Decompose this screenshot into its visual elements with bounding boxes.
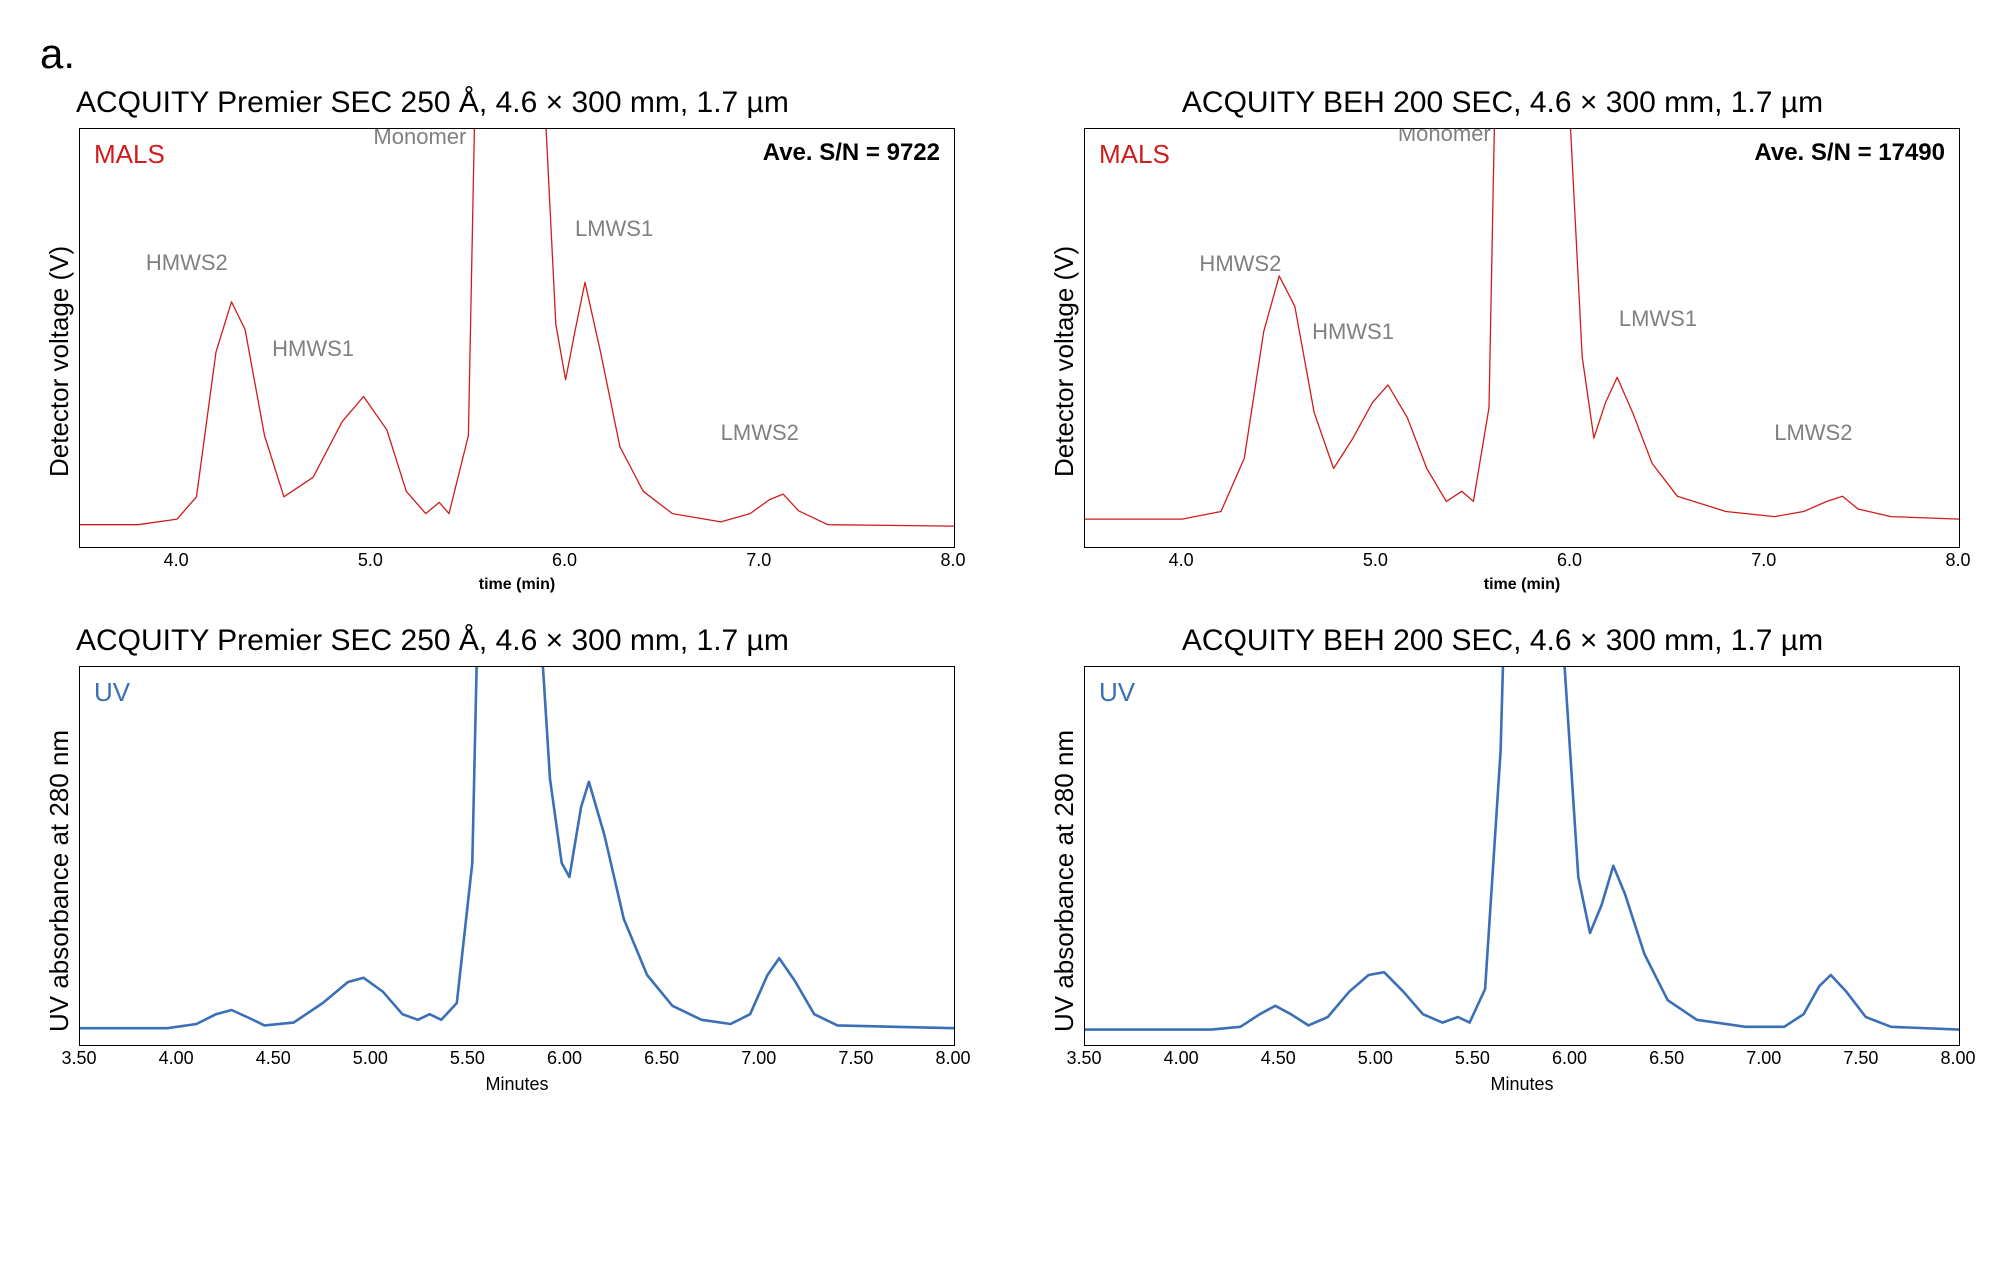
peak-label: LMWS1: [575, 216, 653, 242]
chart-bottom-right: ACQUITY BEH 200 SEC, 4.6 × 300 mm, 1.7 µ…: [1045, 624, 1960, 1095]
x-tick-label: 5.0: [1363, 550, 1388, 571]
chart-top-left: ACQUITY Premier SEC 250 Å, 4.6 × 300 mm,…: [40, 86, 955, 594]
x-tick-label: 8.00: [935, 1048, 970, 1069]
x-tick-label: 4.00: [159, 1048, 194, 1069]
x-tick-label: 6.50: [644, 1048, 679, 1069]
x-tick-label: 5.50: [450, 1048, 485, 1069]
detector-tag: UV: [94, 677, 130, 708]
x-tick-label: 5.00: [353, 1048, 388, 1069]
x-tick-label: 6.00: [1552, 1048, 1587, 1069]
x-tick-label: 5.00: [1358, 1048, 1393, 1069]
y-axis-label: UV absorbance at 280 nm: [1045, 666, 1084, 1095]
plot-area: 0.0300.0350.040 MALSAve. S/N = 17490HMWS…: [1084, 128, 1960, 548]
x-tick-label: 7.00: [1746, 1048, 1781, 1069]
plot-area: 0.0000.0050.0100.0150.0200.025 UV: [79, 666, 955, 1046]
x-ticks: 4.05.06.07.08.0: [79, 548, 955, 574]
x-ticks: 3.504.004.505.005.506.006.507.007.508.00: [1084, 1046, 1960, 1072]
chart-title: ACQUITY BEH 200 SEC, 4.6 × 300 mm, 1.7 µ…: [1045, 624, 1960, 658]
peak-label: Monomer: [373, 128, 466, 150]
chart-title: ACQUITY Premier SEC 250 Å, 4.6 × 300 mm,…: [40, 624, 955, 658]
detector-tag: MALS: [1099, 139, 1170, 170]
x-axis-label: Minutes: [1084, 1074, 1960, 1095]
x-tick-label: 4.0: [1169, 550, 1194, 571]
x-tick-label: 4.50: [256, 1048, 291, 1069]
x-ticks: 3.504.004.505.005.506.006.507.007.508.00: [79, 1046, 955, 1072]
peak-label: LMWS1: [1619, 306, 1697, 332]
x-tick-label: 8.0: [940, 550, 965, 571]
x-tick-label: 5.50: [1455, 1048, 1490, 1069]
x-tick-label: 7.50: [838, 1048, 873, 1069]
x-tick-label: 7.0: [1751, 550, 1776, 571]
chart-top-right: ACQUITY BEH 200 SEC, 4.6 × 300 mm, 1.7 µ…: [1045, 86, 1960, 594]
snr-annotation: Ave. S/N = 9722: [763, 139, 940, 167]
x-tick-label: 5.0: [358, 550, 383, 571]
plot-area: 0.0300.0350.040 MALSAve. S/N = 9722HMWS2…: [79, 128, 955, 548]
detector-tag: MALS: [94, 139, 165, 170]
x-axis-label: time (min): [79, 576, 955, 594]
y-axis-label: UV absorbance at 280 nm: [40, 666, 79, 1095]
x-tick-label: 8.0: [1945, 550, 1970, 571]
chart-bottom-left: ACQUITY Premier SEC 250 Å, 4.6 × 300 mm,…: [40, 624, 955, 1095]
snr-annotation: Ave. S/N = 17490: [1754, 139, 1945, 167]
peak-label: LMWS2: [721, 420, 799, 446]
x-tick-label: 6.0: [552, 550, 577, 571]
plot-area: 0.0000.0050.0100.0150.0200.025 UV: [1084, 666, 1960, 1046]
y-axis-label: Detector voltage (V): [1045, 128, 1084, 594]
peak-label: HMWS2: [1199, 251, 1281, 277]
x-tick-label: 7.00: [741, 1048, 776, 1069]
x-tick-label: 3.50: [61, 1048, 96, 1069]
x-tick-label: 6.50: [1649, 1048, 1684, 1069]
x-tick-label: 3.50: [1066, 1048, 1101, 1069]
x-ticks: 4.05.06.07.08.0: [1084, 548, 1960, 574]
peak-label: HMWS2: [146, 250, 228, 276]
chart-title: ACQUITY Premier SEC 250 Å, 4.6 × 300 mm,…: [40, 86, 955, 120]
x-tick-label: 7.0: [746, 550, 771, 571]
chart-title: ACQUITY BEH 200 SEC, 4.6 × 300 mm, 1.7 µ…: [1045, 86, 1960, 120]
peak-label: Monomer: [1398, 128, 1491, 147]
x-axis-label: time (min): [1084, 576, 1960, 594]
peak-label: HMWS1: [1312, 319, 1394, 345]
panel-label: a.: [40, 30, 1960, 78]
x-tick-label: 4.0: [164, 550, 189, 571]
y-axis-label: Detector voltage (V): [40, 128, 79, 594]
detector-tag: UV: [1099, 677, 1135, 708]
x-tick-label: 6.0: [1557, 550, 1582, 571]
x-tick-label: 4.50: [1261, 1048, 1296, 1069]
peak-label: HMWS1: [272, 336, 354, 362]
chart-grid: ACQUITY Premier SEC 250 Å, 4.6 × 300 mm,…: [40, 86, 1960, 1095]
x-axis-label: Minutes: [79, 1074, 955, 1095]
peak-label: LMWS2: [1774, 420, 1852, 446]
x-tick-label: 6.00: [547, 1048, 582, 1069]
x-tick-label: 8.00: [1940, 1048, 1975, 1069]
x-tick-label: 7.50: [1843, 1048, 1878, 1069]
x-tick-label: 4.00: [1164, 1048, 1199, 1069]
